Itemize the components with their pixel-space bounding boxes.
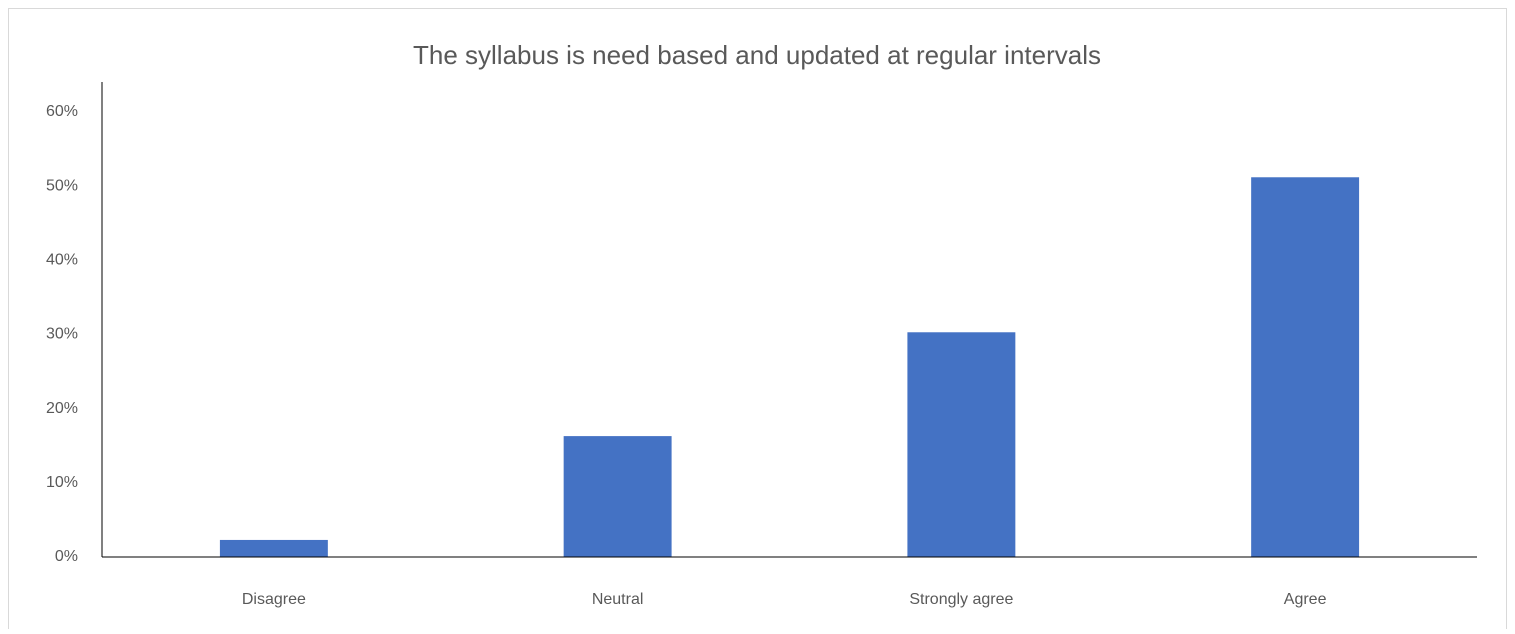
y-tick-label: 60% — [46, 103, 78, 120]
y-tick-label: 30% — [46, 326, 78, 343]
bar — [1251, 177, 1360, 557]
x-tick-label: Disagree — [242, 591, 306, 608]
x-tick-label: Strongly agree — [909, 591, 1013, 608]
bar — [907, 332, 1016, 557]
y-tick-label: 10% — [46, 474, 78, 491]
bar — [563, 436, 672, 557]
x-tick-label: Agree — [1284, 591, 1327, 608]
chart-title: The syllabus is need based and updated a… — [413, 40, 1101, 70]
bar — [219, 539, 328, 557]
x-tick-label: Neutral — [592, 591, 644, 608]
y-tick-label: 50% — [46, 177, 78, 194]
y-tick-label: 20% — [46, 400, 78, 417]
y-tick-label: 0% — [55, 548, 78, 565]
y-tick-label: 40% — [46, 252, 78, 269]
